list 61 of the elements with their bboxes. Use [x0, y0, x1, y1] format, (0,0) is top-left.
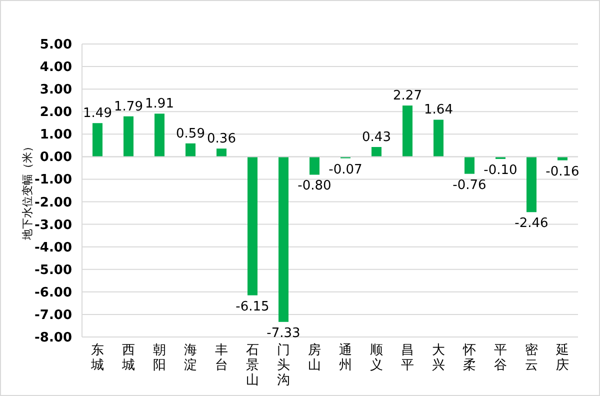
data-label: -7.33 [266, 326, 300, 341]
x-tick-label: 密云 [525, 343, 538, 373]
x-tick-label: 昌平 [401, 343, 414, 373]
data-label: 0.59 [176, 126, 205, 142]
bar [92, 123, 102, 157]
bar [372, 147, 382, 157]
y-tick-label: 1.00 [40, 128, 72, 143]
y-tick-label: -2.00 [34, 195, 72, 210]
y-tick-label: -6.00 [34, 285, 72, 300]
y-tick-label: 2.00 [40, 105, 72, 120]
bar [402, 106, 412, 157]
bar [278, 156, 288, 322]
bar [434, 120, 444, 157]
x-tick-label: 丰台 [215, 343, 228, 373]
y-tick-label: -5.00 [34, 262, 72, 278]
data-label: 1.79 [114, 99, 143, 114]
data-label: -0.07 [328, 162, 362, 178]
y-tick-label: -4.00 [34, 240, 72, 256]
y-tick-label: 3.00 [40, 82, 72, 98]
bar [310, 156, 320, 175]
data-label: -0.76 [452, 178, 486, 193]
bar [186, 143, 196, 157]
bar [124, 116, 134, 157]
bar [464, 156, 474, 174]
x-tick-label: 通州 [339, 343, 352, 373]
x-tick-label: 门头沟 [277, 342, 290, 388]
x-tick-label: 西城 [121, 343, 135, 373]
x-tick-label: 延庆 [555, 343, 569, 373]
data-label: 0.36 [207, 132, 236, 147]
data-label: 1.91 [145, 96, 174, 112]
data-label: -6.15 [236, 299, 270, 314]
data-label: -2.46 [514, 216, 548, 232]
y-tick-label: 0.00 [40, 150, 72, 166]
data-label: 0.43 [362, 130, 391, 145]
bar [216, 148, 226, 157]
x-tick-label: 房山 [308, 342, 321, 373]
x-tick-label: 石景山 [246, 343, 259, 388]
x-tick-label: 大兴 [432, 343, 445, 373]
y-axis-title: 地下水位变幅（米） [21, 141, 34, 241]
data-label: -0.16 [546, 164, 580, 180]
y-tick-label: -8.00 [34, 330, 72, 346]
bar [154, 114, 164, 157]
y-tick-label: -3.00 [34, 218, 72, 233]
x-tick-label: 东城 [90, 343, 104, 373]
x-tick-label: 海淀 [184, 343, 197, 373]
data-label: 1.64 [424, 102, 453, 118]
data-label: -0.10 [484, 162, 518, 178]
y-tick-label: 4.00 [40, 60, 72, 76]
x-tick-label: 顺义 [370, 343, 383, 373]
x-tick-label: 怀柔 [462, 343, 476, 373]
bar [526, 156, 536, 212]
x-tick-label: 平谷 [494, 343, 507, 373]
data-label: 1.49 [83, 106, 112, 122]
bar [248, 156, 258, 296]
data-label: 2.27 [393, 88, 422, 104]
y-tick-label: 5.00 [40, 38, 72, 52]
y-tick-label: -7.00 [34, 308, 72, 323]
x-tick-label: 朝阳 [153, 343, 166, 373]
y-tick-label: -1.00 [34, 172, 72, 188]
bar [558, 156, 568, 160]
data-label: -0.80 [298, 178, 332, 194]
